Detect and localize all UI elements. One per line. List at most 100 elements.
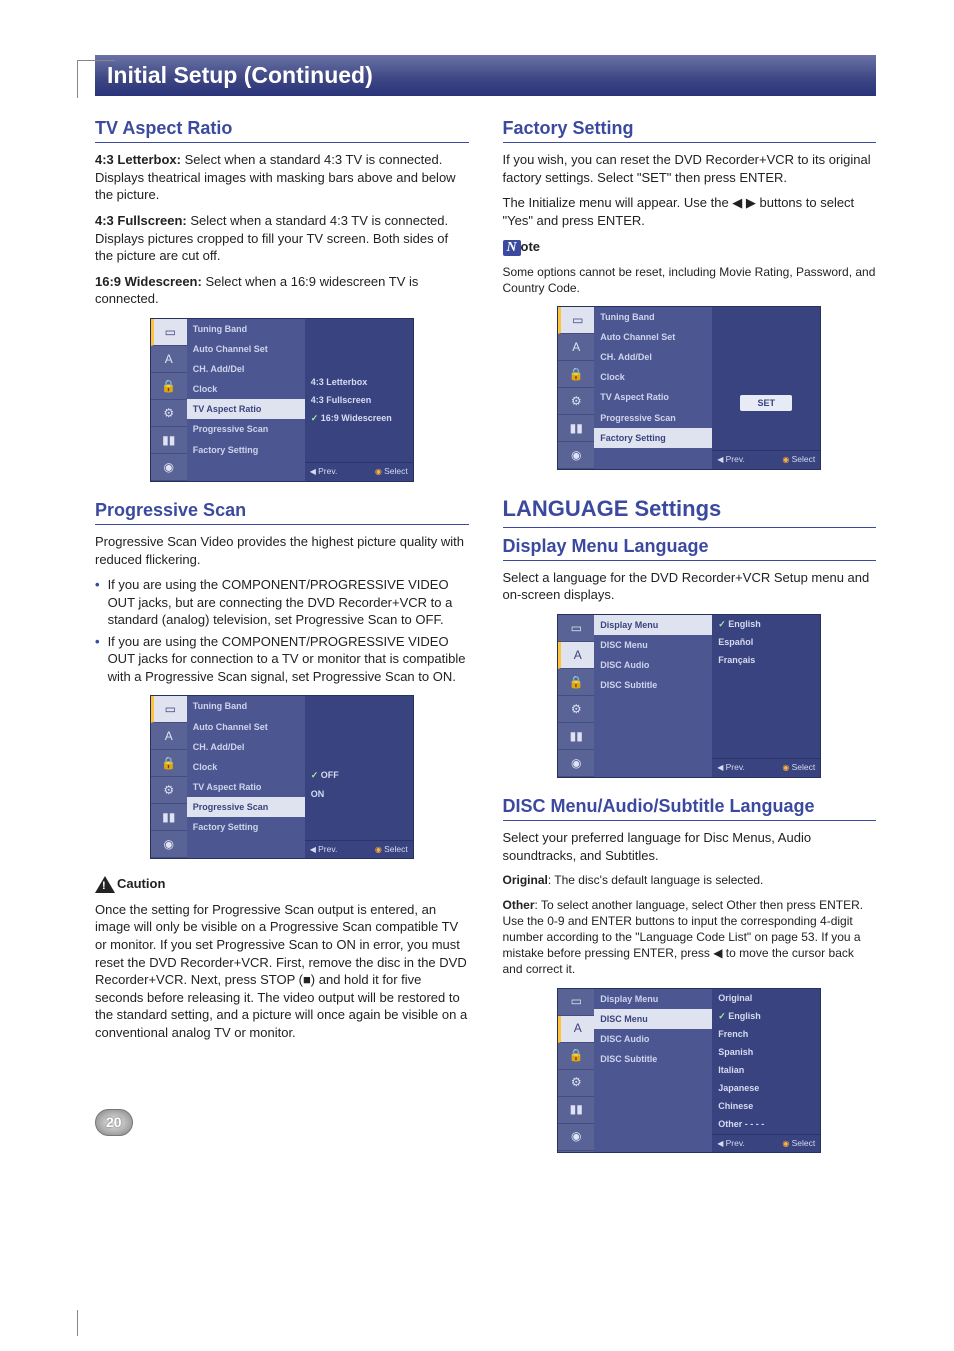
osd-row-highlighted: TV Aspect Ratio [187,399,305,419]
osd-row-highlighted: Factory Setting [594,428,712,448]
osd-option: Other - - - - [712,1115,820,1133]
osd-footer: Prev. Select [305,462,413,481]
osd-tab-disc: ⚙ [151,400,187,427]
other-label: Other [503,898,535,912]
disc-original-line: Original: The disc's default language is… [503,872,877,888]
osd-tab-column: ▭ A 🔒 ⚙ ▮▮ ◉ [151,696,187,858]
factory-p1: If you wish, you can reset the DVD Recor… [503,151,877,186]
osd-prev-hint: Prev. [310,466,338,478]
osd-aspect-ratio: ▭ A 🔒 ⚙ ▮▮ ◉ Tuning Band Auto Channel Se… [150,318,414,482]
osd-tab: 🔒 [558,669,594,696]
osd-tab: ▮▮ [151,804,187,831]
tv-icon: ▭ [165,324,176,340]
osd-option: Italian [712,1061,820,1079]
osd-tab-vhs: ▮▮ [151,427,187,454]
osd-option: 4:3 Letterbox [305,373,413,391]
osd-option-selected: OFF [305,766,413,784]
osd-row: Clock [187,757,305,777]
osd-option-selected: 16:9 Widescreen [305,409,413,427]
disc-other-line: Other: To select another language, selec… [503,897,877,978]
osd-option: Español [712,633,820,651]
osd-tab: ⚙ [558,388,594,415]
osd-tab: ▮▮ [558,1097,594,1124]
osd-row-highlighted: Progressive Scan [187,797,305,817]
osd-row: DISC Menu [594,635,712,655]
osd-select-hint: Select [782,762,815,774]
osd-tab-rec: ◉ [151,454,187,481]
osd-select-hint: Select [375,466,408,478]
record-icon: ◉ [164,459,174,475]
osd-menu-list: Tuning Band Auto Channel Set CH. Add/Del… [594,307,712,469]
osd-tab: ▭ [558,615,594,642]
osd-tab-lock: 🔒 [151,373,187,400]
note-label: ote [521,239,541,254]
bullet-item: •If you are using the COMPONENT/PROGRESS… [95,576,469,629]
note-block: Note [503,238,877,256]
osd-menu-list: Tuning Band Auto Channel Set CH. Add/Del… [187,696,305,858]
display-menu-heading: Display Menu Language [503,534,877,561]
osd-display-menu: ▭ A 🔒 ⚙ ▮▮ ◉ Display Menu DISC Menu DISC… [557,614,821,778]
osd-progressive-scan: ▭ A 🔒 ⚙ ▮▮ ◉ Tuning Band Auto Channel Se… [150,695,414,859]
osd-footer: Prev. Select [712,450,820,469]
osd-row: CH. Add/Del [594,347,712,367]
osd-option: 4:3 Fullscreen [305,391,413,409]
osd-row: Factory Setting [187,817,305,837]
osd-menu-list: Tuning Band Auto Channel Set CH. Add/Del… [187,319,305,481]
osd-tab: 🔒 [558,361,594,388]
osd-tab: ◉ [558,442,594,469]
osd-select-hint: Select [782,454,815,466]
osd-tab-column: ▭ A 🔒 ⚙ ▮▮ ◉ [558,989,594,1153]
osd-tab: ▭ [558,307,594,334]
lock-icon: 🔒 [161,378,176,394]
osd-options: English Español Français Prev. Select [712,615,820,777]
osd-row: Progressive Scan [594,408,712,428]
osd-tab-active: A [558,1016,594,1043]
osd-prev-hint: Prev. [310,844,338,856]
osd-option: French [712,1025,820,1043]
osd-tab: A [151,723,187,750]
osd-row: TV Aspect Ratio [187,777,305,797]
fullscreen-label: 4:3 Fullscreen: [95,213,187,228]
osd-tab: ◉ [558,750,594,777]
osd-row: CH. Add/Del [187,737,305,757]
osd-menu-list: Display Menu DISC Menu DISC Audio DISC S… [594,615,712,777]
a-icon: A [165,351,173,367]
osd-option: Spanish [712,1043,820,1061]
progressive-bullet-list: •If you are using the COMPONENT/PROGRESS… [95,576,469,685]
osd-tab: ◉ [151,831,187,858]
osd-tab: ◉ [558,1124,594,1151]
disc-menu-p1: Select your preferred language for Disc … [503,829,877,864]
osd-row-highlighted: DISC Menu [594,1009,712,1029]
osd-option: Original [712,989,820,1007]
osd-tab-column: ▭ A 🔒 ⚙ ▮▮ ◉ [558,615,594,777]
osd-options: SET Prev. Select [712,307,820,469]
letterbox-paragraph: 4:3 Letterbox: Select when a standard 4:… [95,151,469,204]
caution-label: Caution [117,876,165,891]
osd-options: 4:3 Letterbox 4:3 Fullscreen 16:9 Widesc… [305,319,413,481]
osd-tab-column: ▭ A 🔒 ⚙ ▮▮ ◉ [151,319,187,481]
osd-option: ON [305,785,413,803]
language-settings-heading: LANGUAGE Settings [503,494,877,528]
osd-select-hint: Select [375,844,408,856]
osd-tab: ▭ [558,989,594,1016]
osd-row: DISC Subtitle [594,1049,712,1069]
osd-options: OFF ON Prev. Select [305,696,413,858]
osd-option: Chinese [712,1097,820,1115]
fullscreen-paragraph: 4:3 Fullscreen: Select when a standard 4… [95,212,469,265]
display-menu-text: Select a language for the DVD Recorder+V… [503,569,877,604]
osd-tab: 🔒 [151,750,187,777]
caution-icon [95,876,115,893]
right-column: Factory Setting If you wish, you can res… [503,112,877,1169]
widescreen-label: 16:9 Widescreen: [95,274,202,289]
caution-block: Caution [95,875,469,893]
osd-row: DISC Subtitle [594,675,712,695]
osd-tab: ▮▮ [558,415,594,442]
osd-footer: Prev. Select [712,758,820,777]
osd-tab: 🔒 [558,1043,594,1070]
osd-row: Clock [187,379,305,399]
osd-disc-menu: ▭ A 🔒 ⚙ ▮▮ ◉ Display Menu DISC Menu DISC… [557,988,821,1154]
bullet-item: •If you are using the COMPONENT/PROGRESS… [95,633,469,686]
osd-row: TV Aspect Ratio [594,387,712,407]
osd-row-highlighted: Display Menu [594,615,712,635]
bullet-dot: • [95,576,100,629]
